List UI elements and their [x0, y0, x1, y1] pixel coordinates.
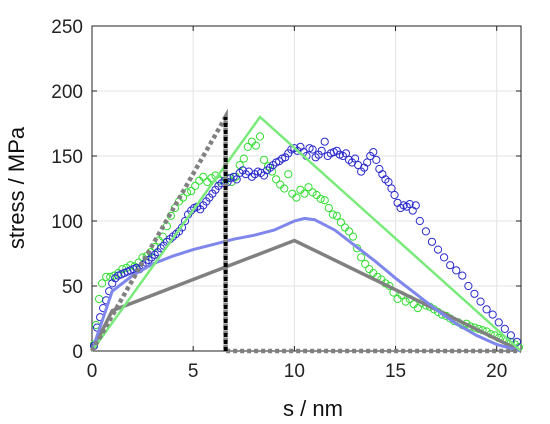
- x-tick-label: 20: [486, 361, 507, 382]
- data-point: [470, 289, 479, 298]
- model-lines: [90, 108, 522, 354]
- data-point: [357, 253, 366, 262]
- data-point: [336, 218, 346, 227]
- data-point: [476, 297, 485, 306]
- x-tick-label: 15: [385, 361, 406, 382]
- data-point: [365, 265, 374, 274]
- data-point: [284, 170, 293, 179]
- data-point: [308, 188, 317, 197]
- data-point: [488, 310, 497, 319]
- data-point: [390, 190, 399, 200]
- marker-series: [89, 132, 524, 352]
- data-point: [203, 177, 212, 187]
- data-point: [452, 266, 461, 275]
- data-point: [215, 176, 224, 185]
- data-point: [267, 167, 277, 176]
- data-point: [199, 172, 208, 181]
- data-point: [280, 184, 289, 193]
- data-point: [413, 304, 422, 313]
- x-tick-label: 5: [188, 361, 199, 382]
- x-tick-label: 10: [284, 361, 305, 382]
- data-point: [292, 193, 301, 202]
- data-point: [102, 272, 111, 281]
- data-point: [320, 196, 329, 205]
- data-point: [239, 154, 248, 163]
- series-line-blue-solid: [90, 216, 522, 353]
- data-point: [421, 227, 430, 236]
- data-point: [187, 187, 196, 196]
- data-point: [458, 271, 467, 280]
- data-point: [232, 175, 241, 184]
- data-point: [317, 146, 326, 155]
- data-point: [98, 279, 107, 288]
- data-point: [500, 324, 509, 333]
- data-point: [255, 132, 265, 141]
- data-point: [191, 181, 200, 190]
- data-point: [340, 223, 350, 232]
- data-point: [369, 148, 378, 157]
- data-point: [350, 154, 360, 163]
- y-tick-label: 200: [51, 82, 83, 103]
- data-point: [308, 145, 317, 154]
- y-tick-label: 150: [51, 147, 83, 168]
- data-point: [446, 261, 455, 270]
- data-point: [251, 141, 261, 150]
- data-point: [247, 137, 256, 146]
- data-point: [387, 184, 396, 193]
- data-point: [272, 175, 281, 184]
- data-point: [494, 318, 503, 327]
- data-point: [433, 245, 443, 254]
- data-point: [263, 162, 273, 171]
- data-point: [512, 337, 522, 346]
- data-point: [440, 253, 449, 262]
- data-point: [361, 259, 370, 268]
- series-line-grey-solid: [90, 238, 522, 353]
- data-point: [369, 268, 378, 278]
- data-point: [324, 203, 333, 213]
- data-point: [415, 216, 424, 226]
- y-axis-label: stress / MPa: [4, 126, 29, 249]
- data-point: [506, 331, 515, 340]
- y-tick-label: 250: [51, 17, 83, 38]
- data-point: [348, 232, 358, 241]
- data-point: [464, 281, 473, 291]
- data-point: [296, 185, 305, 194]
- data-point: [320, 137, 329, 146]
- axes-frame: [91, 25, 522, 352]
- series-line-grey-dotted: [90, 108, 521, 354]
- data-point: [482, 305, 491, 314]
- data-point: [332, 211, 341, 220]
- data-point: [304, 183, 313, 192]
- data-point: [118, 265, 127, 274]
- data-point: [401, 297, 410, 306]
- y-tick-label: 100: [51, 212, 83, 233]
- data-point: [94, 294, 104, 304]
- data-point: [344, 227, 354, 236]
- data-point: [300, 189, 309, 198]
- data-point: [259, 155, 269, 164]
- x-axis-label: s / nm: [283, 396, 343, 421]
- data-point: [195, 176, 204, 185]
- data-point: [316, 194, 325, 203]
- series-line-green-solid: [90, 115, 522, 352]
- data-point: [405, 200, 414, 209]
- data-point: [427, 237, 437, 246]
- data-point: [276, 180, 285, 189]
- data-point: [372, 155, 381, 164]
- x-tick-label: 0: [87, 361, 98, 382]
- y-tick-label: 0: [72, 342, 83, 363]
- data-point: [411, 201, 420, 210]
- data-point: [158, 232, 167, 241]
- data-point: [328, 210, 337, 219]
- data-point: [243, 142, 252, 151]
- data-point: [341, 149, 351, 158]
- data-point: [384, 177, 393, 187]
- data-point: [363, 158, 372, 167]
- y-tick-label: 50: [62, 277, 83, 298]
- grid: [91, 25, 521, 352]
- plot-box: [91, 25, 522, 352]
- data-point: [180, 216, 190, 226]
